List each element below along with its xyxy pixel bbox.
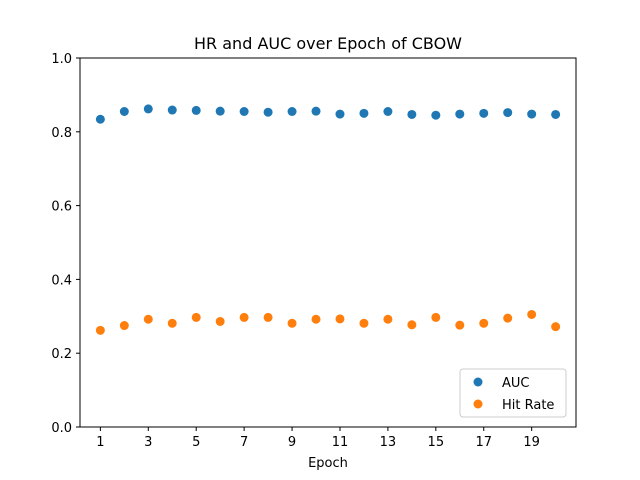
data-point	[455, 109, 465, 119]
data-point	[143, 104, 153, 114]
data-point	[407, 109, 417, 119]
data-point	[263, 312, 273, 322]
x-tick-label: 17	[475, 435, 492, 450]
plot-frame	[79, 57, 577, 428]
y-tick-label: 0.4	[51, 273, 72, 288]
data-point	[215, 316, 225, 326]
data-point	[191, 312, 201, 322]
data-point	[239, 107, 249, 117]
data-point	[143, 314, 153, 324]
y-tick-label: 0.0	[51, 421, 72, 436]
legend-label: Hit Rate	[502, 398, 554, 413]
data-point	[167, 105, 177, 115]
y-tick-label: 0.2	[51, 347, 72, 362]
data-point	[167, 318, 177, 328]
data-point	[407, 320, 417, 330]
data-point	[95, 114, 105, 124]
data-point	[527, 109, 537, 119]
data-point	[239, 312, 249, 322]
y-axis: 0.0 0.2 0.4 0.6 0.8 1.0	[51, 52, 80, 436]
legend-marker	[473, 377, 483, 387]
plot-area	[79, 57, 577, 428]
x-tick-label: 5	[192, 435, 200, 450]
x-tick-label: 3	[144, 435, 152, 450]
data-point	[335, 314, 345, 324]
x-tick-label: 11	[332, 435, 349, 450]
legend-label: AUC	[502, 376, 530, 391]
data-point	[191, 105, 201, 115]
legend-marker	[473, 399, 483, 409]
chart-title: HR and AUC over Epoch of CBOW	[194, 34, 462, 53]
data-point	[287, 107, 297, 117]
data-point	[359, 318, 369, 328]
series-layer	[95, 104, 561, 335]
series-auc	[95, 104, 561, 124]
data-point	[503, 313, 513, 323]
data-point	[431, 110, 441, 120]
data-point	[95, 325, 105, 335]
data-point	[215, 106, 225, 116]
x-tick-label: 9	[288, 435, 296, 450]
data-point	[479, 318, 489, 328]
y-tick-label: 1.0	[51, 52, 72, 67]
x-axis-label: Epoch	[308, 456, 348, 471]
y-tick-label: 0.8	[51, 126, 72, 141]
data-point	[311, 106, 321, 116]
x-tick-label: 7	[240, 435, 248, 450]
legend-box	[459, 368, 567, 418]
data-point	[335, 109, 345, 119]
data-point	[383, 107, 393, 117]
data-point	[527, 309, 537, 319]
data-point	[359, 108, 369, 118]
data-point	[431, 312, 441, 322]
series-hit-rate	[95, 309, 561, 335]
x-tick-label: 13	[380, 435, 397, 450]
y-tick-label: 0.6	[51, 200, 72, 215]
x-tick-label: 19	[523, 435, 540, 450]
data-point	[119, 107, 129, 117]
data-point	[503, 108, 513, 118]
data-point	[287, 318, 297, 328]
data-point	[383, 314, 393, 324]
data-point	[551, 322, 561, 332]
x-tick-label: 1	[96, 435, 104, 450]
data-point	[479, 108, 489, 118]
x-axis: 1 3 5 7 9 11 13 15 17 19	[96, 427, 540, 450]
data-point	[263, 107, 273, 117]
data-point	[119, 321, 129, 331]
data-point	[455, 320, 465, 330]
legend: AUC Hit Rate	[459, 368, 567, 418]
data-point	[311, 314, 321, 324]
data-point	[551, 109, 561, 119]
x-tick-label: 15	[428, 435, 445, 450]
